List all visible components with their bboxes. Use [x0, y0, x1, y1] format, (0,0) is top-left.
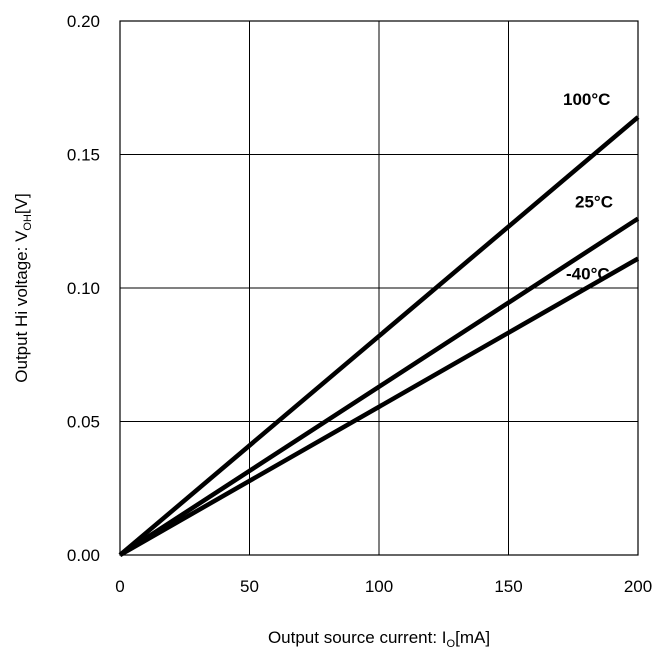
grid	[119, 20, 639, 556]
x-tick-label: 100	[365, 577, 393, 596]
x-tick-label: 150	[494, 577, 522, 596]
series-label: 25°C	[575, 193, 613, 212]
y-tick-label: 0.10	[67, 279, 100, 298]
y-tick-label: 0.20	[67, 12, 100, 31]
series-label: -40°C	[566, 265, 610, 284]
y-axis-label: Output Hi voltage: VOH[V]	[12, 193, 34, 382]
y-tick-labels: 0.00 0.05 0.10 0.15 0.20	[67, 12, 100, 565]
x-tick-labels: 0 50 100 150 200	[115, 577, 652, 596]
x-tick-label: 50	[240, 577, 259, 596]
series-line	[118, 256, 640, 557]
series-line	[118, 216, 640, 557]
series-group	[118, 115, 640, 557]
series-label: 100°C	[563, 90, 610, 109]
x-axis-label: Output source current: IO[mA]	[268, 628, 490, 650]
series-labels: 100°C 25°C -40°C	[563, 90, 613, 284]
series-line	[118, 115, 640, 557]
y-tick-label: 0.00	[67, 546, 100, 565]
plot-frame	[119, 20, 639, 556]
y-tick-label: 0.15	[67, 146, 100, 165]
y-tick-label: 0.05	[67, 413, 100, 432]
x-tick-label: 200	[624, 577, 652, 596]
x-tick-label: 0	[115, 577, 124, 596]
